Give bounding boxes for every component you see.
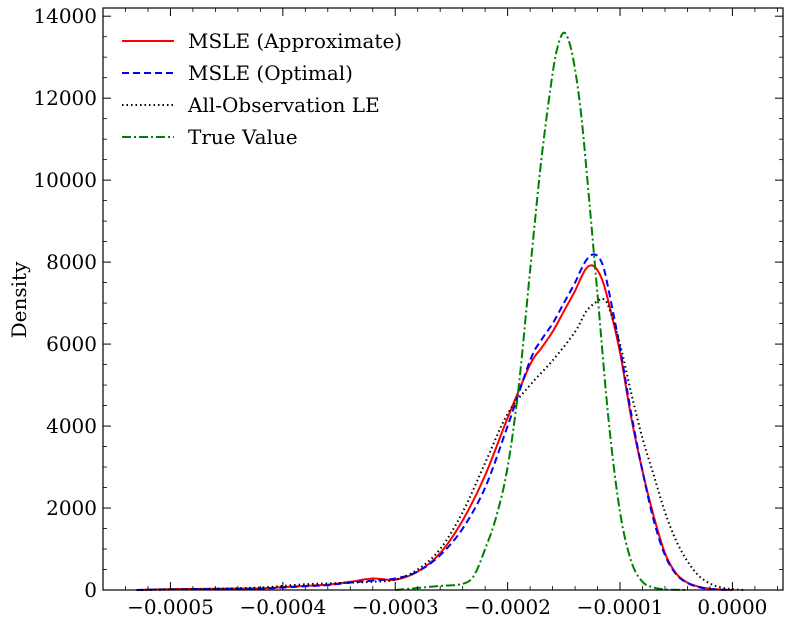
y-tick-label: 8000 (46, 250, 97, 274)
y-tick-label: 0 (84, 578, 97, 602)
legend-label: True Value (188, 125, 298, 149)
series-line-true-value (395, 31, 688, 591)
y-tick-label: 2000 (46, 496, 97, 520)
x-tick-label: −0.0002 (464, 595, 551, 619)
x-tick-label: 0.0000 (697, 595, 767, 619)
series-layer (136, 31, 744, 591)
legend-label: MSLE (Optimal) (188, 61, 353, 85)
y-tick-label: 12000 (33, 86, 97, 110)
y-axis-title: Density (7, 261, 31, 338)
x-tick-label: −0.0003 (352, 595, 439, 619)
plot-background (103, 8, 783, 590)
legend-label: MSLE (Approximate) (188, 29, 402, 53)
legend-label: All-Observation LE (187, 93, 380, 117)
y-tick-label: 14000 (33, 4, 97, 28)
series-line-msle-optimal (136, 253, 733, 591)
series-line-all-observation-le (136, 297, 744, 591)
x-tick-label: −0.0001 (577, 595, 664, 619)
y-tick-label: 4000 (46, 414, 97, 438)
y-tick-label: 10000 (33, 168, 97, 192)
x-tick-label: −0.0004 (239, 595, 326, 619)
ticks-layer: −0.0005 −0.0004 −0.0003 −0.0002 −0.0001 0.000… (33, 4, 783, 619)
x-tick-label: −0.0005 (127, 595, 214, 619)
y-tick-label: 6000 (46, 332, 97, 356)
plot-frame (102, 7, 784, 591)
legend: MSLE (Approximate) MSLE (Optimal) All-Obse… (122, 29, 402, 149)
